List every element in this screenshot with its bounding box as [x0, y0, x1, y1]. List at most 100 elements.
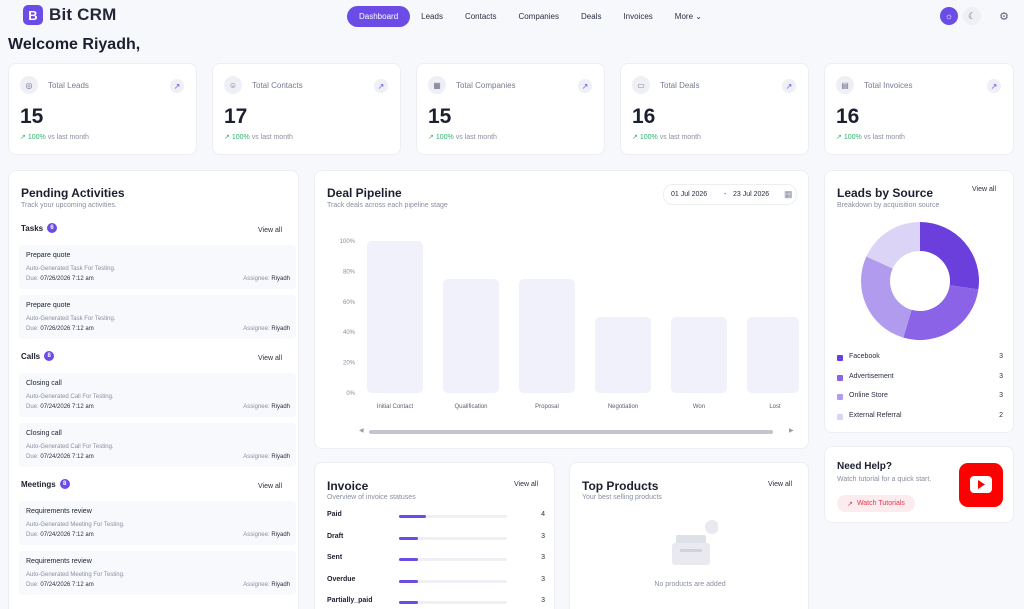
moon-icon: ☾	[967, 10, 977, 21]
deal-pipeline-chart: 100% 80% 60% 40% 20% 0% Initial Contact Qualifi…	[340, 239, 799, 410]
arrow-up-right-icon[interactable]: ↗	[374, 79, 388, 93]
arrow-up-right-icon[interactable]: ↗	[578, 79, 592, 93]
empty-inbox-icon	[672, 520, 718, 565]
tasks-view-all-link[interactable]: View all	[258, 227, 282, 234]
activity-item[interactable]: Prepare quote Auto-Generated Task For Te…	[19, 245, 296, 289]
chevron-down-icon: ⌄	[695, 12, 702, 21]
x-tick-label: Qualification	[454, 404, 487, 410]
stat-value: 15	[20, 105, 44, 128]
donut-slice-external-referral[interactable]	[866, 222, 920, 269]
scrollbar-thumb[interactable]	[369, 430, 773, 434]
activity-item[interactable]: Closing call Auto-Generated Call For Tes…	[19, 423, 296, 467]
stat-card-leads[interactable]: ◎ Total Leads ↗ 15 ↗ 100% vs last month	[8, 63, 197, 155]
stat-card-companies[interactable]: ▦ Total Companies ↗ 15 ↗ 100% vs last mo…	[416, 63, 605, 155]
activity-item[interactable]: Requirements review Auto-Generated Meeti…	[19, 551, 296, 595]
bar-qualification[interactable]	[443, 279, 499, 393]
top-navigation: B Bit CRM Dashboard Leads Contacts Compa…	[0, 0, 1024, 33]
trend-up-icon: ↗	[428, 134, 434, 141]
invoice-status-row[interactable]: Overdue 3	[327, 576, 545, 586]
date-range-picker[interactable]: 01 Jul 2026 - 23 Jul 2026 ▦	[663, 184, 797, 205]
card-title: Deal Pipeline	[327, 186, 402, 200]
x-tick-label: Proposal	[535, 404, 559, 410]
activity-item[interactable]: Closing call Auto-Generated Call For Tes…	[19, 373, 296, 417]
bar-lost[interactable]	[747, 317, 799, 393]
legend-swatch	[837, 374, 843, 381]
dark-mode-toggle[interactable]: ☾	[963, 7, 981, 25]
top-products-view-all-link[interactable]: View all	[768, 481, 792, 488]
invoice-status-count: 4	[541, 511, 545, 518]
invoice-status-row[interactable]: Draft 3	[327, 533, 545, 543]
leads-source-view-all-link[interactable]: View all	[972, 186, 996, 193]
meetings-heading: Meetings 8	[21, 479, 70, 489]
invoice-status-count: 3	[541, 554, 545, 561]
stat-card-invoices[interactable]: ▤ Total Invoices ↗ 16 ↗ 100% vs last mon…	[824, 63, 1014, 155]
nav-dashboard[interactable]: Dashboard	[347, 6, 411, 27]
invoice-progress-track	[399, 579, 507, 583]
handshake-icon: ▭	[632, 76, 650, 94]
legend-item: Advertisement 3	[837, 373, 1003, 383]
play-icon	[970, 476, 992, 493]
settings-button[interactable]: ⚙	[995, 7, 1013, 25]
watch-tutorials-button[interactable]: ↗ Watch Tutorials	[837, 495, 915, 512]
stat-change: ↗ 100% vs last month	[224, 134, 293, 141]
donut-slice-facebook[interactable]	[920, 222, 979, 290]
nav-invoices[interactable]: Invoices	[623, 12, 653, 21]
arrow-up-right-icon[interactable]: ↗	[987, 79, 1001, 93]
stat-label: Total Companies	[456, 81, 516, 90]
nav-more[interactable]: More ⌄	[664, 6, 713, 27]
empty-state-text: No products are added	[654, 581, 726, 588]
bar-proposal[interactable]	[519, 279, 575, 393]
invoice-status-row[interactable]: Paid 4	[327, 511, 545, 521]
meetings-view-all-link[interactable]: View all	[258, 483, 282, 490]
arrow-up-right-icon[interactable]: ↗	[170, 79, 184, 93]
activity-item[interactable]: Requirements review Auto-Generated Meeti…	[19, 501, 296, 545]
arrow-up-right-icon[interactable]: ↗	[782, 79, 796, 93]
nav-companies[interactable]: Companies	[518, 12, 559, 21]
card-title: Leads by Source	[837, 186, 934, 200]
donut-slice-advertisement[interactable]	[903, 285, 979, 340]
welcome-heading: Welcome Riyadh,	[8, 36, 141, 53]
legend-label: Online Store	[849, 392, 888, 399]
calls-view-all-link[interactable]: View all	[258, 355, 282, 362]
legend-value: 3	[999, 372, 1003, 380]
youtube-play-button[interactable]	[959, 463, 1003, 507]
invoice-status-count: 3	[541, 532, 545, 540]
scroll-left-icon[interactable]: ◀	[359, 428, 364, 434]
bar-won[interactable]	[671, 317, 727, 393]
legend-item: Online Store 3	[837, 392, 1003, 402]
stat-card-contacts[interactable]: ☺ Total Contacts ↗ 17 ↗ 100% vs last mon…	[212, 63, 401, 155]
x-tick-label: Lost	[769, 404, 781, 410]
activity-item[interactable]: Prepare quote Auto-Generated Task For Te…	[19, 295, 296, 339]
nav-leads[interactable]: Leads	[421, 12, 443, 21]
chart-scrollbar[interactable]: ◀ ▶	[359, 427, 797, 437]
stat-value: 16	[836, 105, 860, 128]
invoice-status-row[interactable]: Partially_paid 3	[327, 597, 545, 607]
stat-value: 15	[428, 105, 452, 128]
y-tick-label: 40%	[343, 330, 356, 336]
invoice-status-row[interactable]: Sent 3	[327, 554, 545, 564]
trend-up-icon: ↗	[20, 134, 26, 141]
card-title: Invoice	[327, 479, 369, 493]
nav-contacts[interactable]: Contacts	[464, 12, 497, 21]
scroll-right-icon[interactable]: ▶	[789, 428, 794, 434]
nav-deals[interactable]: Deals	[580, 12, 602, 21]
invoice-status-label: Partially_paid	[327, 597, 373, 604]
donut-slice-online-store[interactable]	[861, 256, 912, 338]
light-mode-toggle[interactable]: ☼	[940, 7, 958, 25]
app-logo[interactable]: B Bit CRM	[23, 5, 117, 25]
bar-initial-contact[interactable]	[367, 241, 423, 393]
stat-card-deals[interactable]: ▭ Total Deals ↗ 16 ↗ 100% vs last month	[620, 63, 809, 155]
invoice-status-count: 3	[541, 575, 545, 583]
stat-value: 17	[224, 105, 248, 128]
date-to: 23 Jul 2026	[733, 191, 770, 198]
invoice-status-label: Overdue	[327, 575, 356, 583]
sun-icon: ☼	[944, 11, 954, 21]
invoice-view-all-link[interactable]: View all	[514, 481, 538, 488]
stat-label: Total Invoices	[864, 81, 913, 90]
card-subtitle: Breakdown by acquisition source	[837, 202, 940, 209]
stat-value: 16	[632, 105, 656, 128]
invoice-progress-fill	[399, 515, 426, 518]
stat-label: Total Deals	[660, 81, 700, 90]
bar-negotiation[interactable]	[595, 317, 651, 393]
legend-swatch	[837, 355, 843, 361]
